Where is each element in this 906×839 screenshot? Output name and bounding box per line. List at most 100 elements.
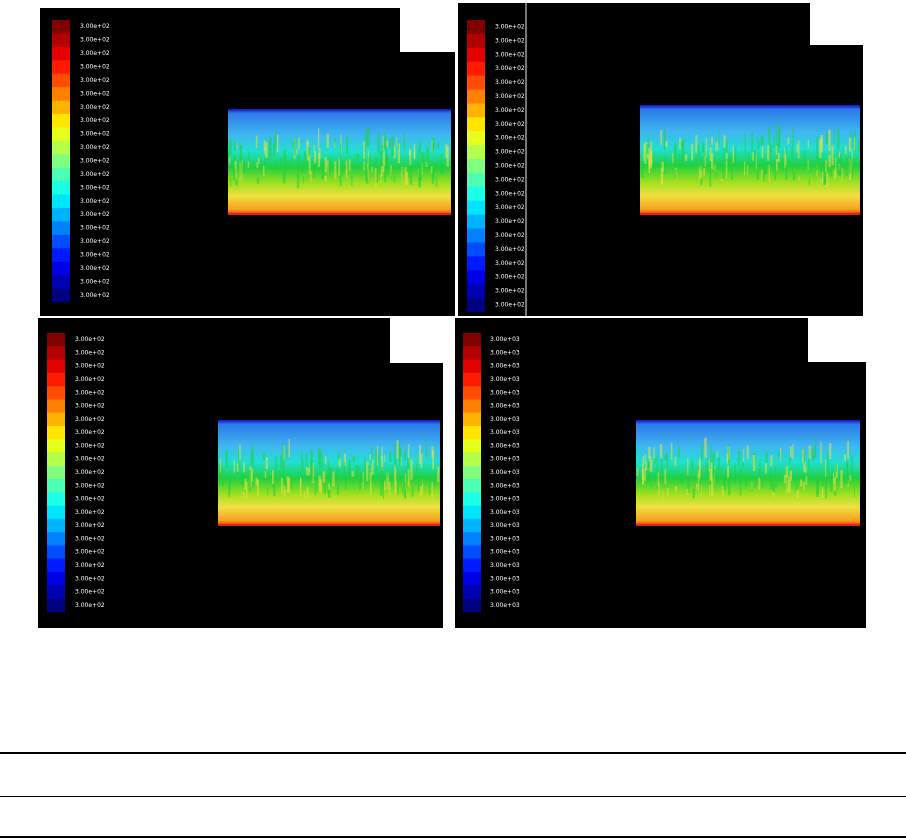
contour-streak: [773, 484, 776, 493]
contour-streak: [288, 160, 290, 166]
contour-streak: [365, 169, 369, 184]
contour-streak: [222, 476, 224, 487]
contour-streak: [338, 158, 340, 176]
contour-streak: [242, 161, 245, 174]
contour-streak: [692, 488, 695, 499]
legend-swatch: [47, 532, 65, 546]
contour-streak: [853, 484, 855, 498]
contour-streak: [310, 171, 312, 182]
contour-streak: [351, 173, 353, 187]
contour-streak: [334, 161, 337, 179]
legend-label: 3.00e+02: [495, 107, 525, 114]
contour-streak: [330, 468, 333, 477]
contour-streak: [437, 466, 440, 483]
legend-swatch: [467, 103, 485, 118]
contour-streak: [382, 151, 385, 173]
contour-streak: [737, 162, 739, 173]
contour-streak: [796, 143, 798, 153]
contour-streak: [393, 174, 396, 183]
contour-streak: [686, 489, 689, 495]
contour-streak: [784, 154, 787, 166]
contour-streak: [287, 477, 291, 493]
legend-swatch: [463, 585, 481, 600]
contour-streak: [695, 135, 698, 153]
contour-streak: [805, 475, 808, 485]
contour-streak: [411, 486, 414, 497]
legend-swatch: [467, 284, 485, 299]
contour-streak: [824, 173, 827, 185]
contour-streak: [419, 444, 421, 464]
legend-swatch: [463, 426, 481, 440]
contour-streak: [653, 447, 655, 462]
contour-streak: [700, 178, 703, 186]
contour-streak: [800, 474, 803, 480]
contour-streak: [791, 146, 794, 157]
contour-streak: [851, 150, 853, 167]
contour-streak: [265, 457, 268, 470]
legend-swatch: [467, 270, 485, 285]
contour-streak: [367, 150, 369, 166]
legend-swatch: [52, 127, 70, 142]
contour-streak: [738, 450, 741, 467]
contour-streak: [380, 466, 383, 487]
legend-swatch: [52, 100, 70, 115]
contour-streak: [306, 467, 309, 476]
contour-streak: [319, 450, 322, 470]
contour-streak: [351, 471, 354, 477]
contour-streak: [314, 150, 317, 163]
contour-streak: [849, 475, 852, 481]
contour-streak: [830, 478, 833, 493]
contour-streak: [758, 477, 761, 490]
contour-streak: [662, 488, 664, 500]
contour-streak: [380, 150, 383, 171]
contour-streak: [748, 156, 750, 175]
contour-streak: [429, 476, 431, 495]
contour-streak: [243, 462, 246, 473]
legend-label: 3.00e+02: [80, 50, 110, 57]
legend-label: 3.00e+03: [490, 416, 520, 423]
contour-streak: [247, 160, 250, 168]
contour-streak: [821, 487, 824, 499]
contour-streak: [421, 479, 424, 493]
contour-streak: [385, 154, 387, 174]
contour-streak: [851, 455, 853, 474]
contour-streak: [648, 147, 651, 166]
contour-streak: [369, 454, 372, 460]
contour-streak: [835, 463, 838, 472]
contour-streak: [734, 463, 736, 485]
contour-streak: [833, 472, 835, 484]
contour-streak: [302, 460, 304, 472]
legend-label: 3.00e+03: [490, 589, 520, 596]
contour-streak: [317, 128, 320, 150]
contour-streak: [290, 482, 293, 489]
contour-streak: [827, 163, 830, 171]
contour-streak: [698, 167, 701, 180]
contour-streak: [725, 140, 728, 153]
contour-streak: [700, 165, 702, 180]
contour-streak: [327, 460, 330, 477]
legend-swatch: [467, 200, 485, 215]
contour-streak: [725, 160, 728, 179]
legend-swatch: [52, 140, 70, 155]
legend-label: 3.00e+02: [75, 602, 105, 609]
contour-streak: [397, 143, 400, 164]
contour-streak: [322, 472, 324, 482]
legend-swatch: [467, 172, 485, 188]
contour-streak: [368, 465, 371, 484]
contour-streak: [775, 481, 778, 488]
contour-streak: [826, 174, 829, 187]
contour-streak: [825, 132, 829, 144]
legend-swatch: [463, 465, 481, 480]
contour-streak: [757, 139, 760, 150]
contour-streak: [699, 457, 701, 477]
contour-streak: [849, 156, 852, 174]
legend-label: 3.00e+02: [80, 292, 110, 299]
legend-swatch: [52, 248, 70, 263]
legend-label: 3.00e+02: [80, 23, 110, 30]
contour-edge: [636, 524, 860, 526]
legend-label: 3.00e+03: [490, 429, 520, 436]
contour-streak: [384, 139, 387, 147]
contour-streak: [695, 483, 698, 490]
contour-streak: [241, 159, 243, 181]
